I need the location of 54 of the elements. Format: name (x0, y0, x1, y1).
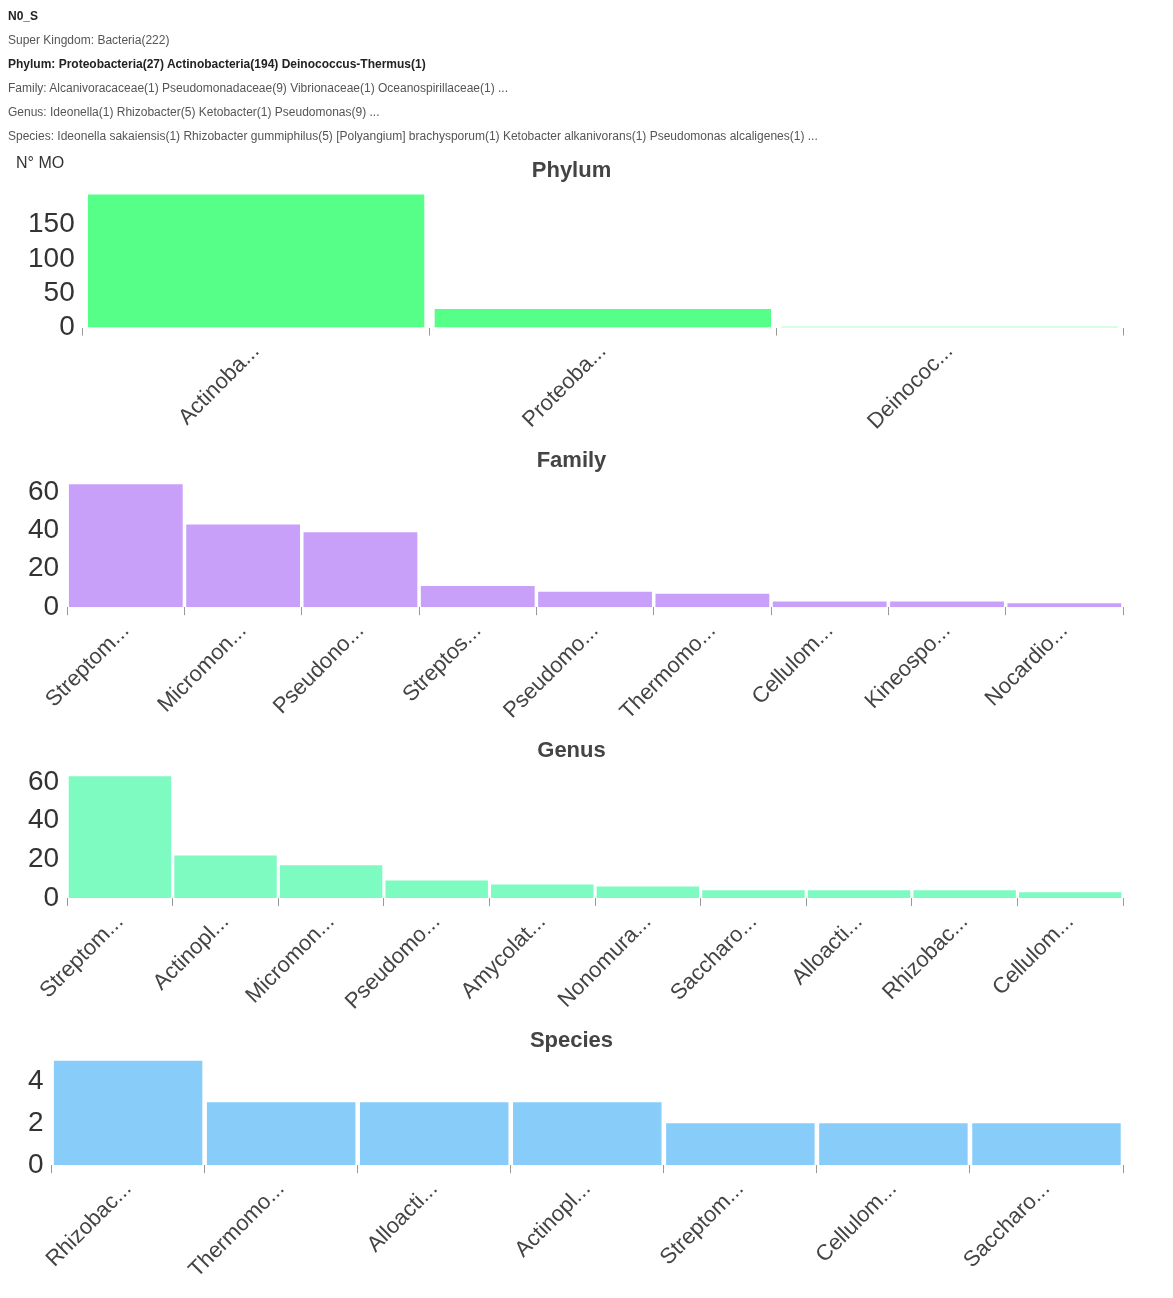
bar (890, 601, 1004, 608)
y-tick-label: 0 (59, 310, 75, 342)
bar (87, 194, 425, 328)
bar (913, 890, 1016, 898)
bar (385, 880, 488, 898)
y-tick-label: 20 (27, 551, 60, 583)
bar (972, 1123, 1121, 1166)
chart-title: Species (529, 1027, 614, 1053)
chart-title: Family (536, 447, 608, 473)
text: N0_S (8, 8, 40, 25)
bar (53, 1060, 203, 1166)
bar (186, 524, 301, 608)
bar (206, 1102, 356, 1166)
bar (819, 1123, 968, 1166)
y-tick-label: 0 (43, 589, 60, 621)
bar (807, 890, 911, 898)
text: Super Kingdom: Bacteria(222) (8, 32, 171, 49)
bar (1019, 892, 1122, 898)
text: Species: Ideonella sakaiensis(1) Rhizobacter gummiphilus(5) [Polyangium] brachysporum(1) Ketobacter alkanivorans(1) Pseudomonas alcaligenes(1) ... (8, 128, 819, 145)
bar (702, 890, 805, 898)
y-tick-label: 50 (43, 275, 75, 307)
y-tick-label: 60 (27, 474, 60, 506)
bar (513, 1102, 662, 1166)
y-axis-title: N° MO (16, 154, 65, 172)
bar (174, 855, 277, 898)
y-tick-label: 2 (27, 1105, 44, 1137)
bar (772, 601, 887, 608)
y-tick-label: 40 (27, 513, 60, 545)
text: Genus: Ideonella(1) Rhizobacter(5) Ketobacter(1) Pseudomonas(9) ... (8, 104, 381, 121)
bar (279, 865, 383, 898)
bar (68, 484, 183, 608)
bar (434, 309, 772, 328)
y-tick-label: 20 (27, 842, 60, 874)
text: Family: Alcanivoracaceae(1) Pseudomonadaceae(9) Vibrionaceae(1) Oceanospirillaceae(1) ... (8, 80, 510, 97)
chart-title: Genus (537, 737, 606, 763)
y-tick-label: 100 (28, 241, 75, 273)
text: Phylum: Proteobacteria(27) Actinobacteria(194) Deinococcus-Thermus(1) (8, 56, 427, 73)
y-tick-label: 0 (43, 880, 60, 912)
bar (1007, 603, 1122, 608)
bar (655, 593, 770, 608)
bar (538, 591, 652, 608)
y-tick-label: 150 (28, 207, 75, 239)
chart-title: Phylum (531, 157, 612, 183)
y-tick-label: 0 (27, 1147, 44, 1179)
bar (359, 1102, 509, 1166)
bar (491, 884, 594, 898)
y-tick-label: 60 (27, 764, 60, 796)
bar (420, 586, 535, 608)
bar (666, 1123, 815, 1166)
y-tick-label: 40 (27, 803, 60, 835)
bar (68, 776, 172, 898)
bar (596, 886, 700, 898)
y-tick-label: 4 (27, 1064, 44, 1096)
bar (303, 532, 418, 608)
